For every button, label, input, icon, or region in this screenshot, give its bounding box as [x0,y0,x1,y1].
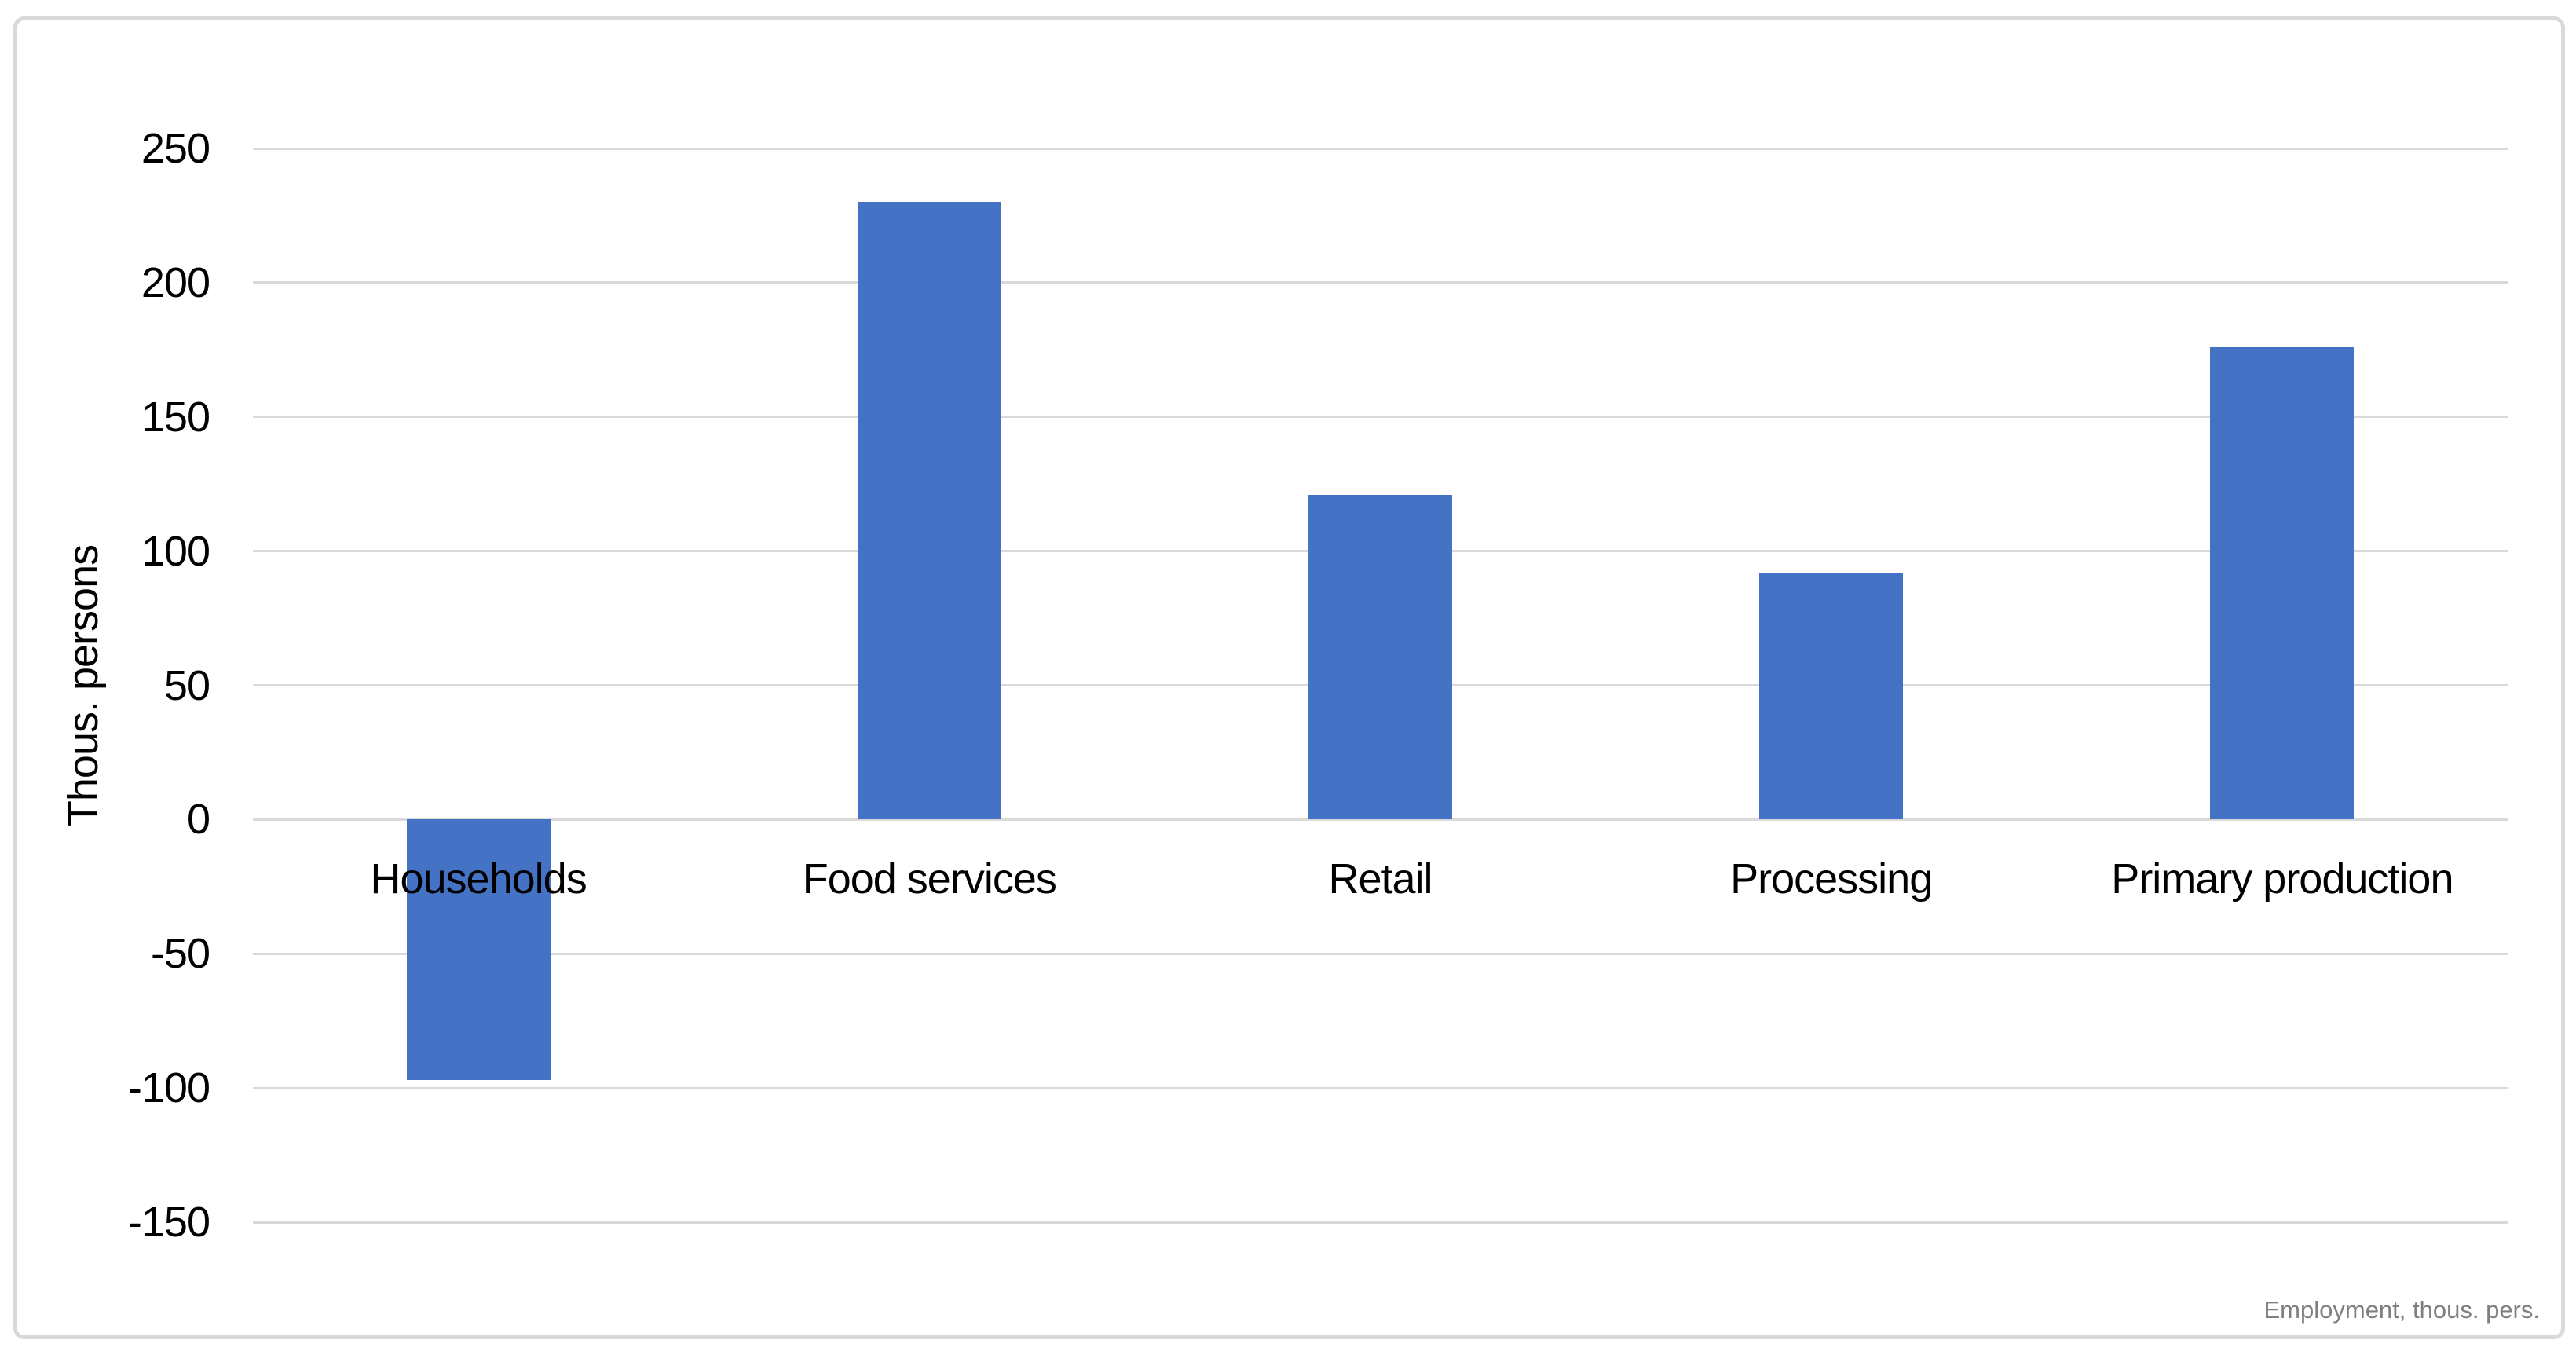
y-tick-label-0: 0 [186,796,210,844]
y-tick-label-50: 50 [163,661,210,709]
y-tick-label-150: 150 [141,393,210,441]
category-label-retail: Retail [1328,855,1433,902]
gridline-150 [253,416,2508,419]
category-label-households: Households [370,855,587,902]
category-label-food-services: Food services [802,855,1057,902]
y-tick-label--50: -50 [150,930,210,978]
y-tick-label-200: 200 [141,258,210,306]
chart-frame [13,16,2565,1339]
gridline-250 [253,147,2508,150]
bar-households [406,819,551,1080]
bar-primary-production [2210,346,2355,820]
category-label-primary-production: Primary production [2111,855,2453,902]
bar-processing [1759,572,1904,820]
bar-retail [1308,494,1452,820]
bar-food-services [857,202,1001,820]
gridline-200 [253,281,2508,284]
gridline-0 [253,818,2508,821]
category-label-processing: Processing [1730,855,1933,902]
gridline--100 [253,1086,2508,1089]
chart-footnote: Employment, thous. pers. [2263,1296,2541,1324]
y-tick-label-100: 100 [141,527,210,575]
gridline--150 [253,1221,2508,1224]
gridline--50 [253,952,2508,955]
y-tick-label--100: -100 [127,1064,210,1112]
y-tick-label--150: -150 [127,1199,210,1246]
y-tick-label-250: 250 [141,125,210,172]
